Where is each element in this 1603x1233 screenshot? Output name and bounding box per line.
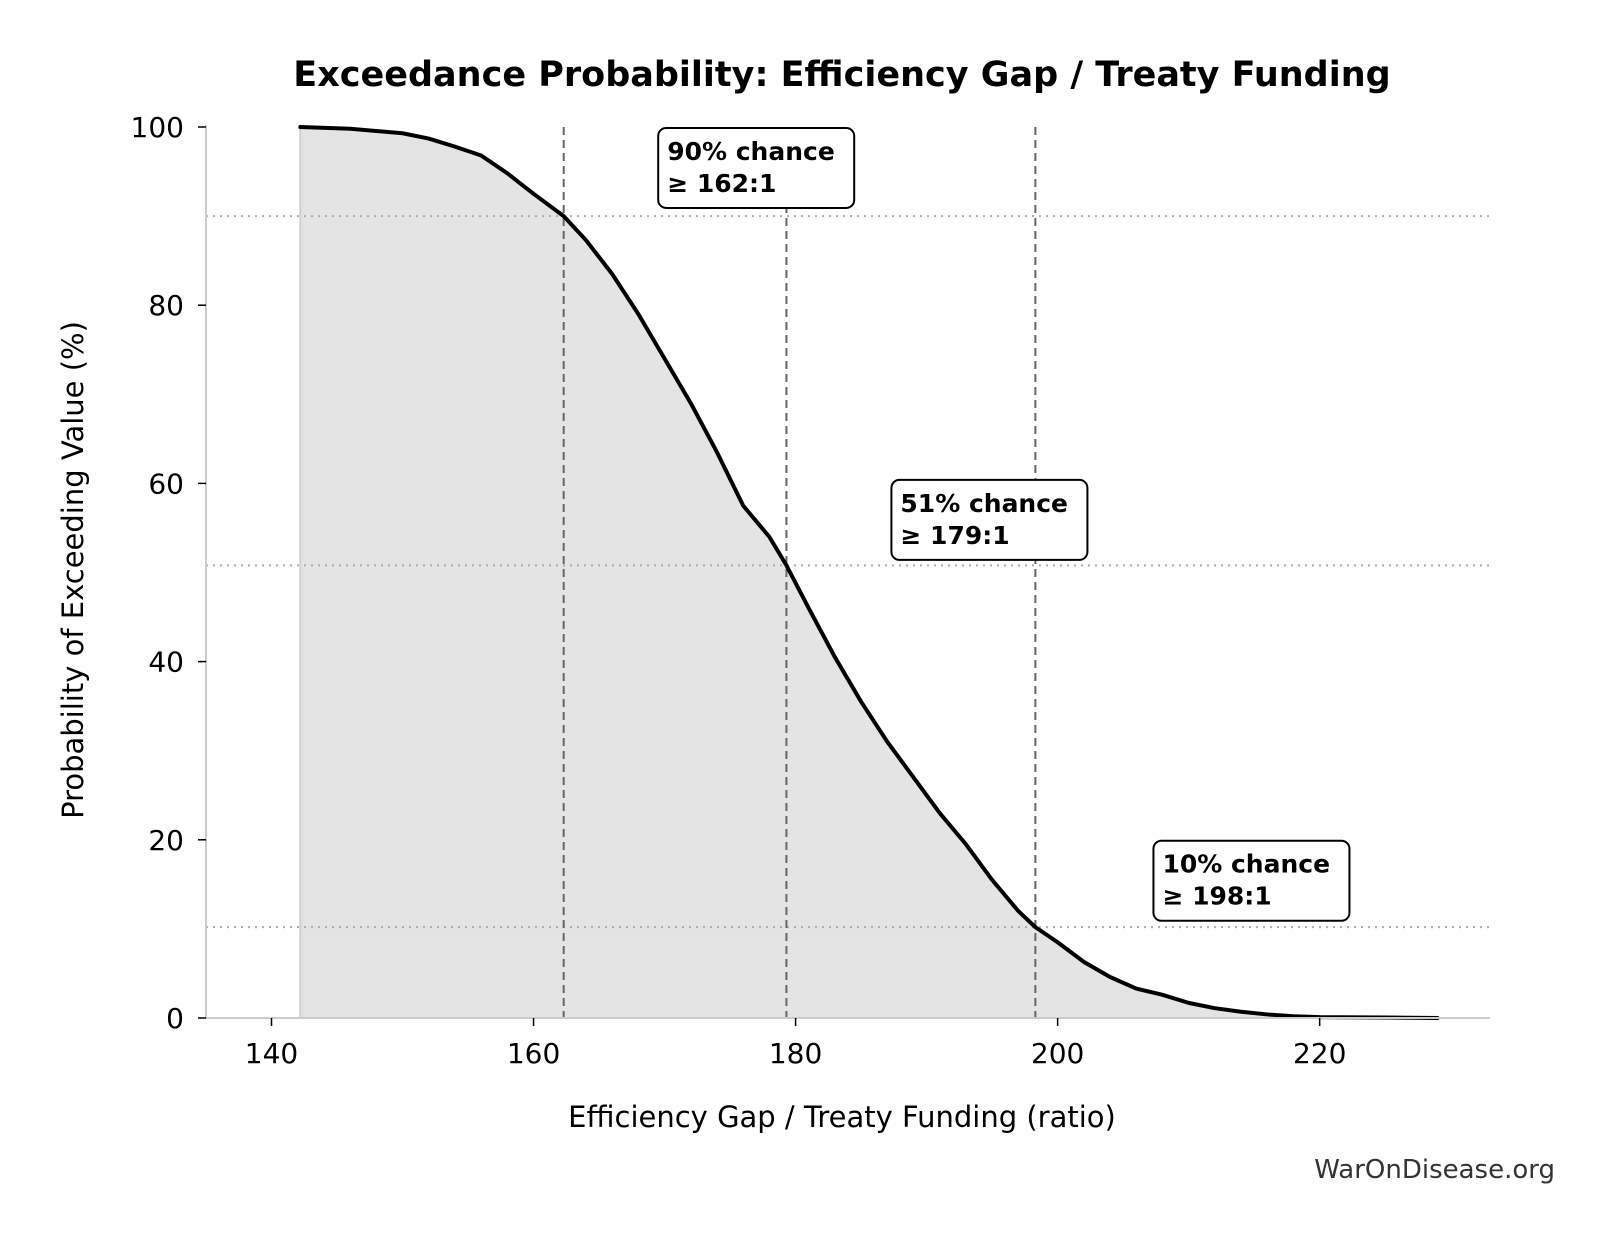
y-tick-label: 60 (148, 467, 184, 500)
annotation-line1: 90% chance (667, 137, 835, 166)
annotation-box-2 (890, 478, 1089, 561)
watermark-text: WarOnDisease.org (1314, 1155, 1555, 1185)
annotation-line2: ≥ 198:1 (1162, 882, 1271, 911)
annotation-line1: 51% chance (900, 489, 1068, 518)
exceedance-curve (298, 125, 1440, 1020)
x-tick-label: 220 (1293, 1037, 1346, 1070)
x-tick-label: 140 (245, 1037, 298, 1070)
y-tick-label: 20 (148, 824, 184, 857)
y-axis-label: Probability of Exceeding Value (%) (56, 321, 90, 819)
annotation-line1: 10% chance (1162, 850, 1330, 879)
x-tick-label: 200 (1031, 1037, 1084, 1070)
annotation-line2: ≥ 162:1 (667, 169, 776, 198)
x-tick-label: 180 (769, 1037, 822, 1070)
x-tick-label: 160 (507, 1037, 560, 1070)
y-tick-label: 0 (166, 1002, 184, 1035)
y-tick-label: 80 (148, 289, 184, 322)
y-tick-label: 40 (148, 646, 184, 679)
x-axis-label: Efficiency Gap / Treaty Funding (ratio) (568, 1100, 1116, 1134)
plot-area: 140 160 180 200 220 0 20 40 60 80 100 90% chance ≥ 1… (131, 111, 1490, 1070)
annotation-line2: ≥ 179:1 (900, 521, 1009, 550)
area-fill (300, 127, 1438, 1018)
annotation-box-1 (657, 126, 856, 209)
annotation-box-3 (1152, 839, 1351, 922)
chart-title: Exceedance Probability: Efficiency Gap /… (293, 55, 1390, 95)
y-tick-label: 100 (131, 111, 184, 144)
